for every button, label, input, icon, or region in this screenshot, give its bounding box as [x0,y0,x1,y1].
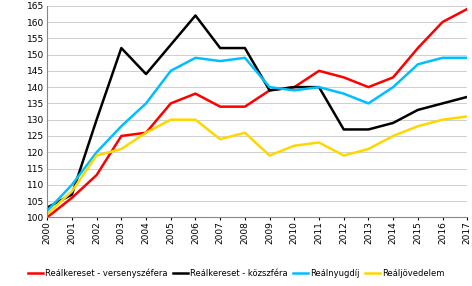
Legend: Reálkereset - versenyszéfera, Reálkereset - közszféra, Reálnyugdíj, Reáljövedele: Reálkereset - versenyszéfera, Reálkerese… [24,266,448,282]
